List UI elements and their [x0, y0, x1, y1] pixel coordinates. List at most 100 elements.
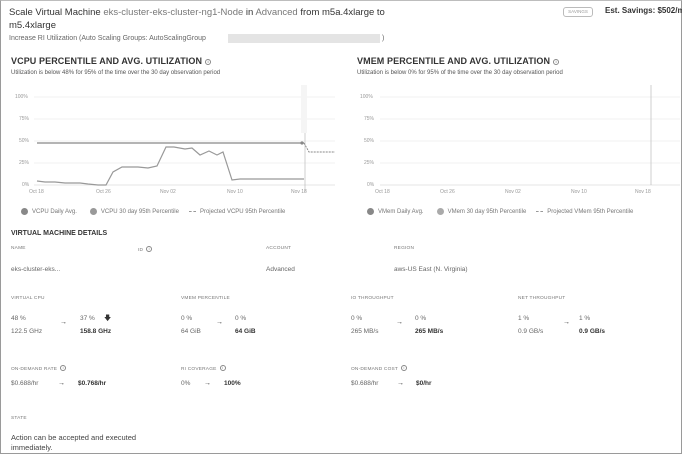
legend-item[interactable]: VCPU Daily Avg.	[32, 208, 77, 215]
legend-item[interactable]: Projected VMem 95th Percentile	[547, 208, 634, 215]
rate-label-text: ON-DEMAND RATE	[11, 367, 58, 372]
legend-item[interactable]: VMem 30 day 95th Percentile	[447, 208, 527, 215]
y-tick: 100%	[15, 94, 28, 100]
vmem-legend: VMem Daily Avg. VMem 30 day 95th Percent…	[367, 208, 633, 215]
rate-from: $0.688/hr	[11, 380, 39, 387]
ri-label-text: RI COVERAGE	[181, 367, 217, 372]
io-from-pct: 0 %	[351, 315, 363, 322]
vcpu-from-val: 122.5 GHz	[11, 328, 43, 335]
y-tick: 50%	[364, 138, 375, 144]
region-label: REGION	[394, 246, 415, 251]
info-icon[interactable]: i	[553, 59, 560, 65]
x-tick: Nov 02	[160, 189, 176, 195]
x-tick: Oct 26	[440, 189, 455, 195]
vcpu-chart-subtitle: Utilization is below 48% for 95% of the …	[11, 70, 221, 76]
info-icon[interactable]: i	[401, 365, 408, 371]
ri-coverage-label: RI COVERAGE i	[181, 365, 226, 372]
arrow-icon: →	[58, 380, 65, 387]
id-label-text: ID	[138, 248, 144, 253]
net-from-val: 0.9 GB/s	[518, 328, 544, 335]
y-tick: 25%	[19, 160, 30, 166]
vmem-from-val: 64 GiB	[181, 328, 201, 335]
vcpu-chart[interactable]	[0, 80, 340, 200]
arrow-icon: →	[563, 319, 570, 326]
vcpu-legend: VCPU Daily Avg. VCPU 30 day 95th Percent…	[21, 208, 285, 215]
vmem-chart[interactable]	[340, 80, 682, 200]
arrow-icon: →	[397, 380, 404, 387]
y-tick: 50%	[19, 138, 30, 144]
arrow-icon: →	[204, 380, 211, 387]
net-to-val: 0.9 GB/s	[579, 328, 606, 335]
ri-from: 0%	[181, 380, 191, 387]
io-to-pct: 0 %	[415, 315, 427, 322]
details-title: VIRTUAL MACHINE DETAILS	[11, 230, 108, 237]
ri-to: 100%	[224, 380, 241, 387]
vcpu-to-pct: 37 %	[80, 315, 95, 322]
name-value[interactable]: eks-cluster-eks...	[11, 266, 61, 273]
x-tick: Oct 26	[96, 189, 111, 195]
vmem-chart-title: VMEM PERCENTILE AND AVG. UTILIZATION i	[357, 56, 560, 66]
cost-to: $0/hr	[416, 380, 432, 387]
on-demand-rate-label: ON-DEMAND RATE i	[11, 365, 67, 372]
y-tick: 0%	[22, 182, 30, 188]
vmem-chart-subtitle: Utilization is below 0% for 95% of the t…	[357, 70, 563, 76]
entity-link[interactable]: eks-cluster-eks-cluster-ng1-Node	[103, 7, 244, 18]
vcpu-chart-title: VCPU PERCENTILE AND AVG. UTILIZATION i	[11, 56, 212, 66]
decrease-arrow-icon: 🡇	[104, 315, 112, 322]
y-tick: 75%	[364, 116, 375, 122]
io-label: IO THROUGHPUT	[351, 296, 394, 301]
account-link[interactable]: Advanced	[255, 7, 298, 18]
vmem-to-val: 64 GiB	[235, 328, 256, 335]
legend-daily-avg-icon	[367, 208, 374, 215]
legend-daily-avg-icon	[21, 208, 28, 215]
vcpu-label: VIRTUAL CPU	[11, 296, 45, 301]
x-tick: Nov 02	[505, 189, 521, 195]
action-type: Scale Virtual Machine	[9, 7, 101, 18]
legend-item[interactable]: VMem Daily Avg.	[378, 208, 424, 215]
y-tick: 75%	[19, 116, 30, 122]
action-reason: Increase RI Utilization (Auto Scaling Gr…	[9, 35, 206, 42]
on-demand-cost-label: ON-DEMAND COST i	[351, 365, 408, 372]
x-tick: Oct 18	[29, 189, 44, 195]
legend-95th-icon	[436, 208, 444, 215]
vmem-from-pct: 0 %	[181, 315, 193, 322]
savings-badge: SAVINGS	[563, 7, 593, 17]
arrow-icon: →	[216, 319, 223, 326]
cost-from: $0.688/hr	[351, 380, 379, 387]
action-title: Scale Virtual Machine eks-cluster-eks-cl…	[9, 6, 385, 19]
info-icon[interactable]: i	[219, 365, 226, 371]
info-icon[interactable]: i	[60, 365, 67, 371]
vcpu-title-text: VCPU PERCENTILE AND AVG. UTILIZATION	[11, 56, 203, 66]
legend-item[interactable]: Projected VCPU 95th Percentile	[199, 208, 286, 215]
y-tick: 100%	[360, 94, 373, 100]
in-word: in	[245, 7, 254, 18]
vcpu-from-pct: 48 %	[11, 315, 26, 322]
net-to-pct: 1 %	[579, 315, 591, 322]
io-to-val: 265 MB/s	[415, 328, 444, 335]
from-text: from m5a.4xlarge to	[300, 7, 385, 18]
arrow-icon: →	[60, 319, 67, 326]
legend-projected-icon	[536, 211, 544, 212]
region-value: aws-US East (N. Virginia)	[394, 266, 468, 273]
vmem-label: VMEM PERCENTILE	[181, 296, 230, 301]
account-label: ACCOUNT	[266, 246, 292, 251]
y-tick: 0%	[367, 182, 375, 188]
x-tick: Nov 10	[571, 189, 587, 195]
state-text: Action can be accepted and executed imme…	[11, 433, 137, 452]
rate-to: $0.768/hr	[78, 380, 107, 387]
legend-95th-icon	[89, 208, 97, 215]
net-from-pct: 1 %	[518, 315, 530, 322]
legend-projected-icon	[188, 211, 196, 212]
info-icon[interactable]: i	[205, 59, 212, 65]
x-tick: Oct 18	[375, 189, 390, 195]
x-tick: Nov 18	[291, 189, 307, 195]
x-tick: Nov 18	[635, 189, 651, 195]
vmem-title-text: VMEM PERCENTILE AND AVG. UTILIZATION	[357, 56, 551, 66]
arrow-icon: →	[396, 319, 403, 326]
net-label: NET THROUGHPUT	[518, 296, 566, 301]
info-icon[interactable]: i	[146, 246, 153, 252]
cost-label-text: ON-DEMAND COST	[351, 367, 399, 372]
legend-item[interactable]: VCPU 30 day 95th Percentile	[100, 208, 179, 215]
id-label: ID i	[138, 246, 153, 253]
est-savings: Est. Savings: $502/mo	[605, 6, 682, 15]
